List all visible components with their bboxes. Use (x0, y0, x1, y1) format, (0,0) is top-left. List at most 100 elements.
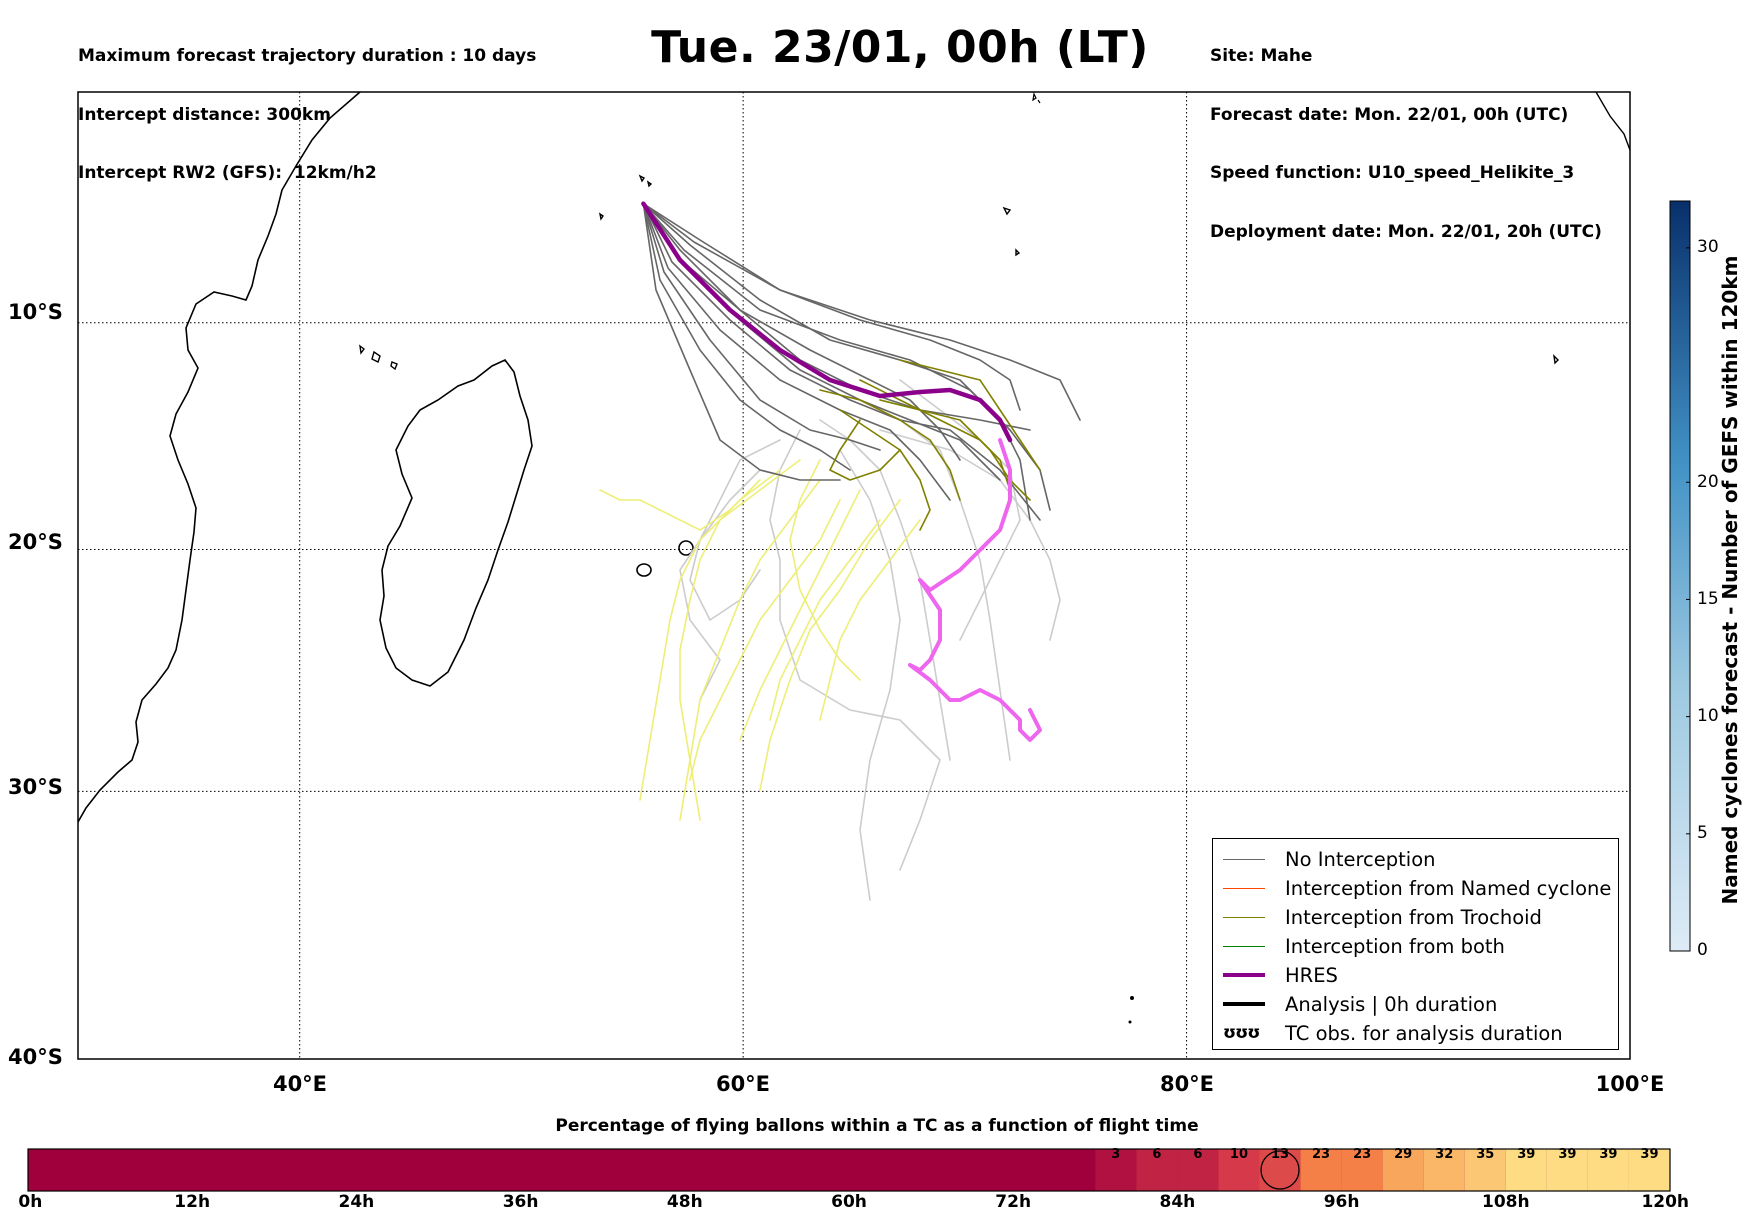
cocos-islands (1553, 354, 1559, 365)
sumatra-coastline (1595, 92, 1630, 151)
no-interception-trajectory (642, 202, 1021, 411)
late-trajectory-yellow (679, 459, 801, 821)
legend-tc-obs: ʊʊʊ TC obs. for analysis duration (1223, 1019, 1563, 1047)
percentage-bar-title: Percentage of flying ballons within a TC… (555, 1116, 1199, 1136)
late-trajectory-gray (679, 469, 761, 701)
legend-label: TC obs. for analysis duration (1285, 1021, 1563, 1045)
reunion (636, 563, 652, 577)
percentage-cell (1464, 1149, 1506, 1191)
hour-label: 108h (1482, 1192, 1530, 1212)
site-text: Site: Mahe (1210, 46, 1313, 66)
percentage-cell (1095, 1149, 1137, 1191)
colorbar-label: Named cyclones forecast - Number of GEFS… (1718, 255, 1742, 905)
colorbar-tick: 10 (1697, 706, 1719, 726)
legend-label: Analysis | 0h duration (1285, 992, 1498, 1016)
no-interception-trajectory (642, 202, 951, 501)
percentage-value: 13 (1270, 1147, 1290, 1162)
colorbar-tick: 15 (1697, 589, 1719, 609)
percentage-cell (1628, 1149, 1670, 1191)
lat-label-30s: 30°S (8, 775, 63, 799)
percentage-value: 6 (1152, 1147, 1162, 1162)
late-trajectory-yellow (599, 479, 761, 531)
hour-label: 60h (831, 1192, 867, 1212)
africa-coastline (78, 92, 361, 823)
legend-line-no-interception (1223, 858, 1265, 860)
late-trajectory-yellow (819, 519, 921, 721)
late-trajectory-yellow (769, 519, 881, 721)
no-interception-trajectory (642, 202, 1081, 421)
percentage-cell (1136, 1149, 1178, 1191)
lon-label-80e: 80°E (1159, 1072, 1215, 1096)
colorbar-tick: 30 (1697, 237, 1719, 257)
hres-trajectory (641, 201, 1013, 443)
percentage-cells (1095, 1149, 1670, 1191)
hour-label: 84h (1159, 1192, 1196, 1212)
late-trajectory-gray (859, 399, 1011, 761)
legend-line-trochoid (1223, 916, 1265, 918)
percentage-value: 6 (1193, 1147, 1203, 1162)
hour-label: 96h (1323, 1192, 1360, 1212)
percentage-value: 23 (1312, 1147, 1331, 1162)
percentage-cell (1587, 1149, 1629, 1191)
percentage-value: 35 (1476, 1147, 1495, 1162)
lat-label-40s: 40°S (8, 1045, 63, 1069)
legend-label: Interception from Trochoid (1285, 905, 1542, 929)
chagos (1002, 206, 1021, 257)
intercept-rw2-text: Intercept RW2 (GFS): 12km/h2 (78, 163, 377, 183)
trochoid-trajectory (899, 359, 1041, 471)
tc-obs-symbol: ʊʊʊ (1223, 1023, 1260, 1043)
late-trajectory-gray (769, 429, 941, 871)
trajectories (599, 201, 1081, 901)
trochoid-trajectory (829, 419, 901, 481)
percentage-cell (1300, 1149, 1342, 1191)
percentage-cell (1423, 1149, 1465, 1191)
deployment-date-text: Deployment date: Mon. 22/01, 20h (UTC) (1210, 221, 1602, 242)
hour-label: 12h (174, 1192, 211, 1212)
header-left-info: Maximum forecast trajectory duration : 1… (78, 8, 536, 203)
trochoid-trajectory (839, 409, 931, 531)
graticule (78, 92, 1630, 1059)
legend-label: Interception from Named cyclone (1285, 876, 1612, 900)
colorbar-tick: 20 (1697, 472, 1719, 492)
current-time-marker (1260, 1150, 1300, 1190)
seychelles (598, 174, 653, 221)
comoros (359, 344, 398, 371)
forecast-date-text: Forecast date: Mon. 22/01, 00h (UTC) (1210, 104, 1569, 125)
lon-label-100e: 100°E (1595, 1072, 1665, 1096)
percentage-value: 29 (1394, 1147, 1413, 1162)
late-trajectory-gray (689, 439, 781, 621)
trochoid-trajectory (879, 399, 1031, 501)
no-interception-trajectory (642, 202, 851, 471)
hour-label: 0h (18, 1192, 43, 1212)
hour-label: 48h (666, 1192, 703, 1212)
maldives (1032, 92, 1041, 104)
late-trajectory-yellow (789, 459, 861, 681)
legend-label: No Interception (1285, 847, 1436, 871)
legend-analysis: Analysis | 0h duration (1223, 990, 1497, 1018)
coastlines (78, 92, 1630, 1024)
lon-label-60e: 60°E (715, 1072, 771, 1096)
percentage-cell (1341, 1149, 1383, 1191)
percentage-value: 39 (1558, 1147, 1577, 1162)
percentage-cell (1218, 1149, 1260, 1191)
legend-trochoid: Interception from Trochoid (1223, 903, 1542, 931)
no-interception-trajectory (642, 202, 1051, 511)
no-interception-trajectory (642, 202, 1041, 521)
lat-label-20s: 20°S (8, 530, 63, 554)
lon-label-40e: 40°E (272, 1072, 328, 1096)
late-trajectory-yellow (689, 499, 841, 781)
late-trajectory-yellow (679, 479, 821, 821)
hour-label: 120h (1641, 1192, 1690, 1212)
percentage-value: 32 (1435, 1147, 1454, 1162)
colorbar (1669, 200, 1691, 952)
legend-line-named-cyclone (1223, 887, 1265, 889)
percentage-value: 10 (1229, 1147, 1249, 1162)
no-interception-trajectory (642, 202, 881, 451)
colorbar-tick: 0 (1697, 940, 1708, 960)
percentage-value: 39 (1640, 1147, 1659, 1162)
late-trajectory-gray (839, 449, 901, 901)
hour-label: 24h (338, 1192, 375, 1212)
legend-line-hres (1223, 973, 1265, 977)
percentage-value: 23 (1353, 1147, 1372, 1162)
